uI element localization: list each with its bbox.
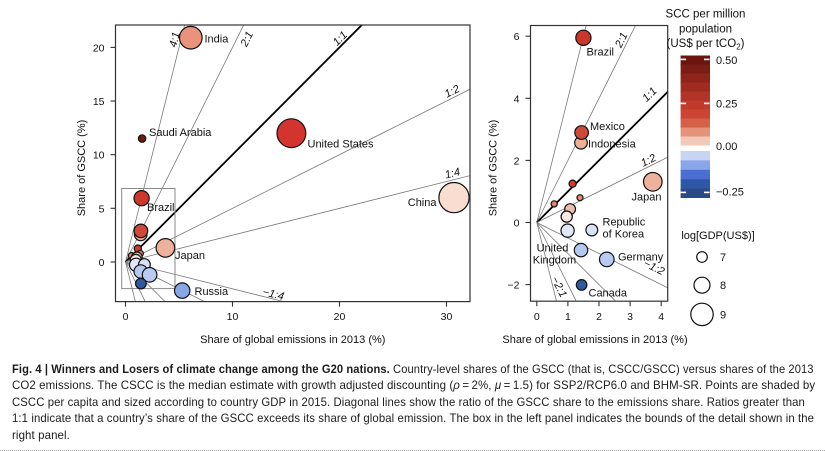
svg-text:5: 5 [99,203,105,215]
svg-text:1:1: 1:1 [331,29,350,48]
svg-text:6: 6 [514,31,520,43]
svg-text:−2: −2 [508,280,520,292]
svg-text:2: 2 [596,311,602,323]
svg-text:0.25: 0.25 [716,99,737,111]
svg-text:Japan: Japan [632,192,662,204]
svg-text:7: 7 [720,252,726,264]
svg-text:Saudi Arabia: Saudi Arabia [149,127,212,139]
svg-text:2:1: 2:1 [238,30,256,50]
svg-text:Share of GSCC (%): Share of GSCC (%) [76,120,88,217]
svg-text:Germany: Germany [618,252,664,264]
svg-text:20: 20 [93,42,105,54]
svg-text:−1:4: −1:4 [261,286,285,303]
svg-text:20: 20 [334,311,346,323]
svg-text:United: United [537,243,569,255]
svg-text:9: 9 [720,309,726,321]
svg-text:1:2: 1:2 [639,152,658,170]
svg-text:−0.25: −0.25 [716,187,744,199]
svg-text:0.50: 0.50 [716,55,737,67]
svg-text:of Korea: of Korea [603,229,645,241]
svg-text:1:4: 1:4 [444,166,462,181]
svg-text:3: 3 [627,311,633,323]
svg-text:Share of GSCC (%): Share of GSCC (%) [488,120,500,217]
svg-text:Canada: Canada [589,288,628,300]
svg-text:Share of global emissions in 2: Share of global emissions in 2013 (%) [502,334,687,346]
svg-text:population: population [679,24,732,36]
svg-text:0.00: 0.00 [716,141,737,153]
svg-text:1:1: 1:1 [640,85,659,104]
svg-text:8: 8 [720,280,726,292]
svg-text:15: 15 [93,96,105,108]
svg-text:10: 10 [227,311,239,323]
svg-text:10: 10 [93,150,105,162]
svg-text:Japan: Japan [175,250,205,262]
svg-text:Kingdom: Kingdom [533,255,576,267]
svg-text:SCC per million: SCC per million [666,9,746,21]
svg-text:(US$ per tCO2): (US$ per tCO2) [667,38,745,52]
svg-text:0: 0 [534,311,540,323]
svg-text:India: India [205,34,230,46]
svg-text:2: 2 [514,155,520,167]
svg-text:1:2: 1:2 [443,83,462,101]
svg-text:Russia: Russia [195,286,230,298]
svg-text:United States: United States [308,139,375,151]
svg-text:log[GDP(US$)]: log[GDP(US$)] [681,230,754,242]
svg-text:China: China [408,197,438,209]
svg-text:0: 0 [99,257,105,269]
svg-text:1: 1 [565,311,571,323]
svg-text:2:1: 2:1 [613,31,631,51]
svg-text:0: 0 [514,218,520,230]
svg-text:4:1: 4:1 [167,31,182,49]
svg-text:−2:1: −2:1 [548,275,568,300]
svg-text:Share of global emissions in 2: Share of global emissions in 2013 (%) [200,334,385,346]
svg-text:4: 4 [514,93,520,105]
svg-text:4: 4 [658,311,664,323]
svg-text:0: 0 [123,311,129,323]
svg-text:Mexico: Mexico [590,121,625,133]
svg-text:Indonesia: Indonesia [588,138,637,150]
svg-text:Brazil: Brazil [147,202,175,214]
svg-text:30: 30 [441,311,453,323]
svg-text:Brazil: Brazil [587,47,615,59]
svg-text:Republic: Republic [603,217,646,229]
